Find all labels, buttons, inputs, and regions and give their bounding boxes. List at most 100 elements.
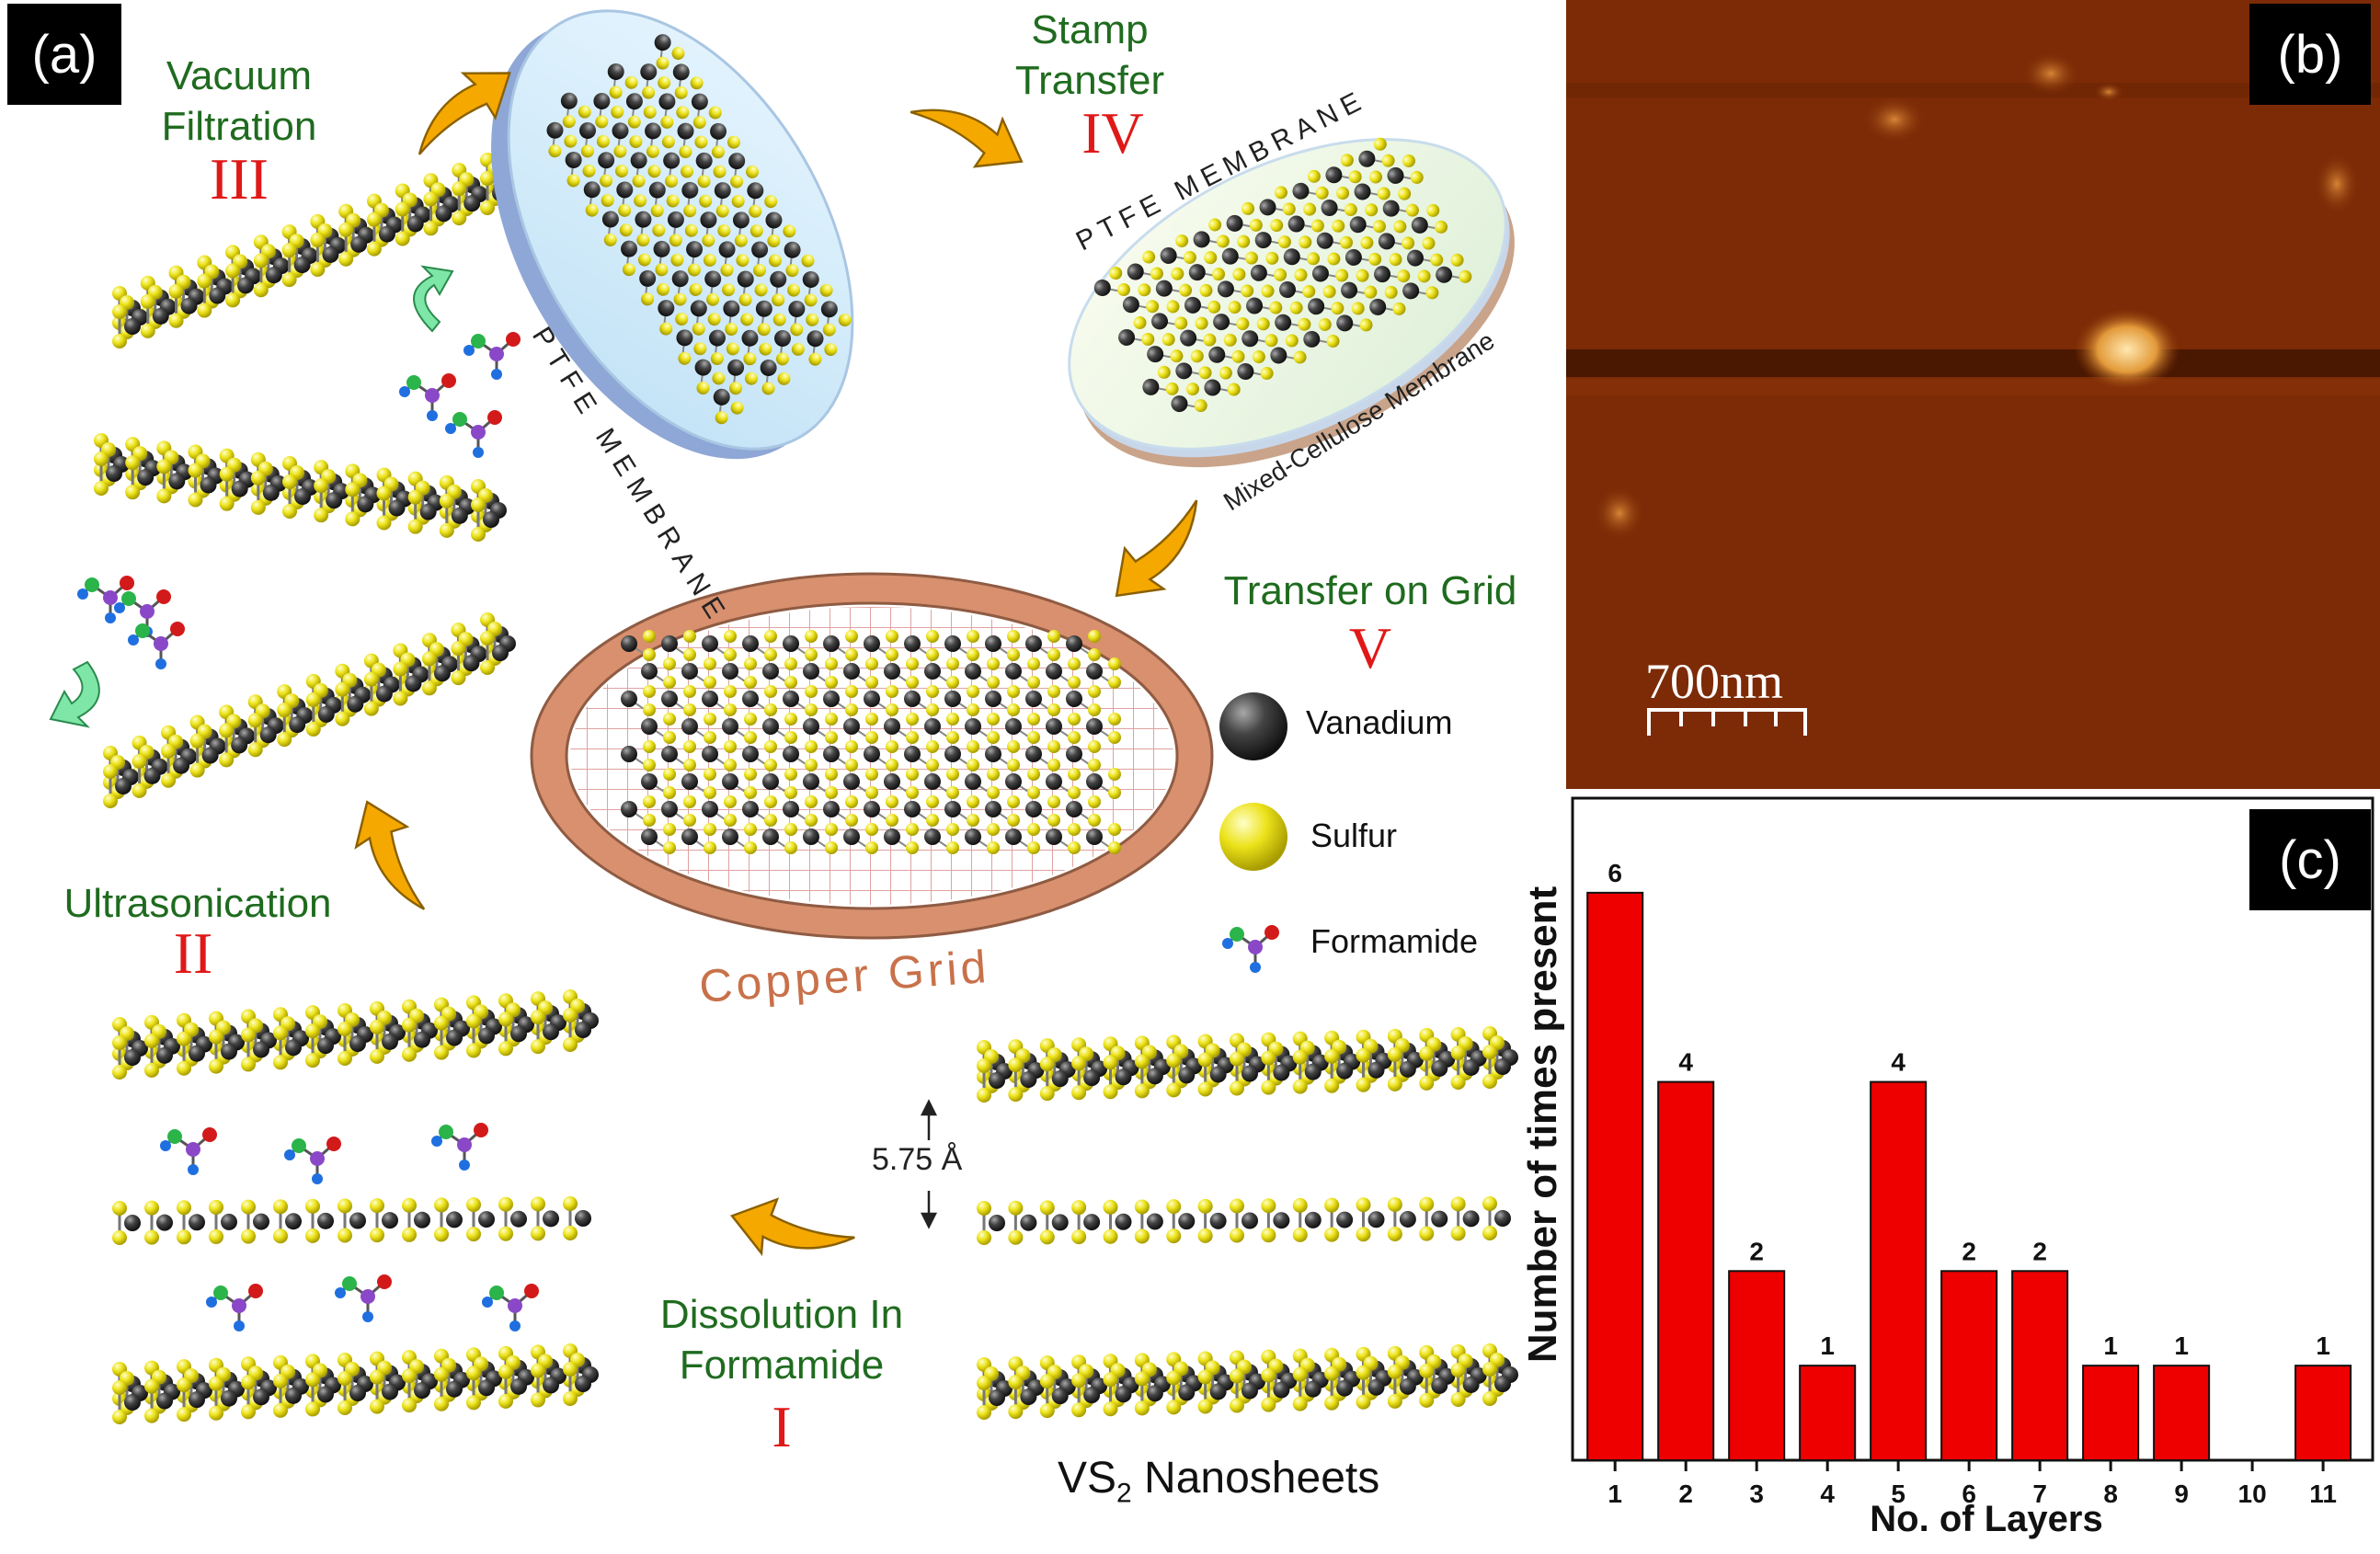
bar-2: [1657, 1080, 1715, 1461]
panel-b-tag: (b): [2249, 4, 2371, 105]
vs2-layers: [94, 153, 1518, 1424]
formamide-icon: [284, 1137, 341, 1184]
transfer-grid-label: Transfer on Grid: [1223, 568, 1517, 613]
afm-flake: [2314, 153, 2360, 215]
formamide-icon: [1222, 925, 1279, 973]
vacuum-label-2: Filtration: [161, 104, 317, 149]
nanosheets-title: VS2 Nanosheets: [1058, 1453, 1379, 1510]
x-tick-label: 7: [2032, 1480, 2047, 1508]
bar-7: [2011, 1270, 2069, 1461]
dissolution-label: Dissolution In: [659, 1292, 904, 1337]
afm-flake: [2021, 51, 2080, 96]
bar-3: [1728, 1270, 1786, 1461]
x-tick-label: 5: [1891, 1480, 1905, 1508]
bar-6: [1940, 1270, 1998, 1461]
x-tick-label: 1: [1608, 1480, 1622, 1508]
bar-value-label: 1: [2316, 1331, 2330, 1360]
bar-8: [2082, 1365, 2140, 1462]
step-4-numeral: IV: [1081, 100, 1144, 166]
vs2-sheet: [94, 433, 507, 542]
spacing-arrows: [920, 1099, 938, 1229]
curved-arrow-icon: [49, 660, 100, 728]
spacing-label: 5.75 Å: [872, 1142, 963, 1177]
formamide-icon: [431, 1123, 488, 1171]
vs2-sheet: [977, 1343, 1518, 1420]
legend-sulfur: Sulfur: [1310, 817, 1398, 854]
vs2-sheet: [112, 153, 516, 349]
legend-vanadium: Vanadium: [1306, 703, 1453, 741]
x-tick-label: 3: [1749, 1480, 1764, 1508]
afm-canvas: [1566, 0, 2380, 789]
bar-value-label: 4: [1891, 1048, 1905, 1077]
panel-c-tag: (c): [2249, 809, 2371, 910]
formamide-icon: [77, 576, 134, 623]
formamide-molecules: [77, 332, 539, 1331]
bar-4: [1799, 1365, 1857, 1462]
formamide-icon: [335, 1274, 392, 1322]
x-tick-label: 6: [1962, 1480, 1976, 1508]
bar-value-label: 1: [1820, 1331, 1835, 1360]
legend-formamide: Formamide: [1310, 922, 1479, 960]
vs2-sheet: [977, 1196, 1511, 1245]
step-3-numeral: III: [210, 146, 269, 211]
afm-flake: [1862, 96, 1927, 143]
arrow-dissolution-icon: [725, 1191, 861, 1270]
bar-value-label: 1: [2103, 1331, 2118, 1360]
formamide-icon: [399, 373, 456, 421]
x-tick-label: 10: [2238, 1480, 2267, 1508]
panel-a-tag: (a): [7, 4, 121, 105]
nanosheets-sub: 2: [1116, 1478, 1132, 1509]
hex-sheet: [1093, 137, 1472, 413]
bar-9: [2153, 1365, 2211, 1462]
stamp-label: Stamp: [1031, 7, 1149, 52]
bar-value-label: 2: [1962, 1237, 1976, 1265]
step-1-numeral: I: [772, 1394, 792, 1459]
nanosheets-prefix: VS: [1058, 1454, 1117, 1503]
ultrasonication-label: Ultrasonication: [63, 881, 332, 926]
sulfur-atom-icon: [1219, 803, 1287, 871]
dissolution-label-2: Formamide: [679, 1343, 885, 1388]
bar-value-label: 2: [2032, 1237, 2047, 1265]
scale-bar-label: 700nm: [1645, 654, 1784, 709]
vanadium-atom-icon: [1219, 692, 1287, 760]
x-axis-label: No. of Layers: [1870, 1499, 2103, 1539]
membrane-1-sheet: [546, 34, 852, 425]
schematic-canvas: [49, 9, 1518, 1424]
afm-flake: [1594, 486, 1645, 541]
scale-bar: [1647, 708, 1807, 736]
formamide-icon: [206, 1284, 263, 1331]
vs2-sheet: [977, 1026, 1518, 1103]
vacuum-label: Vacuum: [166, 53, 313, 98]
grid-sheet: [621, 630, 1121, 854]
vs2-sheet: [112, 1196, 591, 1245]
bar-value-label: 4: [1678, 1048, 1693, 1077]
x-tick-label: 11: [2309, 1480, 2337, 1508]
nanosheets-suffix: Nanosheets: [1131, 1454, 1380, 1503]
afm-image: 700nm: [1566, 0, 2380, 789]
afm-flake: [2094, 83, 2123, 101]
curved-arrow-icon: [413, 265, 454, 333]
formamide-icon: [463, 332, 521, 380]
afm-flake: [2074, 308, 2180, 391]
bar-5: [1870, 1080, 1928, 1461]
hex-sheet: [546, 34, 852, 425]
bar-value-label: 1: [2174, 1331, 2189, 1360]
bar-value-label: 2: [1749, 1237, 1764, 1265]
formamide-icon: [160, 1127, 217, 1175]
x-tick-label: 9: [2174, 1480, 2189, 1508]
step-5-numeral: V: [1348, 615, 1392, 680]
membrane-2-sheet: [1093, 137, 1472, 413]
bar-11: [2294, 1365, 2352, 1462]
x-tick-label: 8: [2103, 1480, 2118, 1508]
x-tick-label: 4: [1820, 1480, 1835, 1508]
formamide-icon: [445, 410, 502, 458]
bar-value-label: 6: [1608, 859, 1622, 887]
formamide-icon: [128, 622, 185, 669]
vs2-sheet: [112, 1343, 599, 1424]
hex-sheet: [621, 630, 1121, 854]
step-2-numeral: II: [173, 920, 213, 986]
y-axis-label: Number of times present: [1520, 886, 1565, 1364]
formamide-icon: [482, 1284, 539, 1331]
